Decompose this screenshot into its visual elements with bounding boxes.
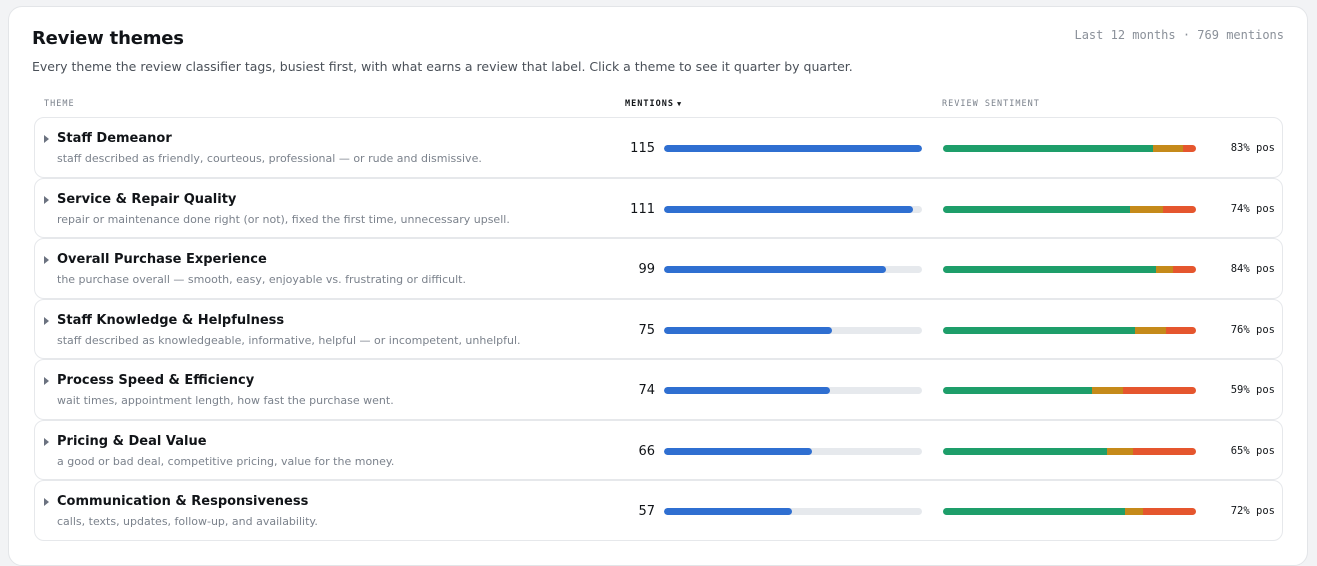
sort-desc-icon: ▼ xyxy=(676,100,683,108)
sentiment-bar xyxy=(943,205,1196,213)
column-header-sentiment: REVIEW SENTIMENT xyxy=(942,99,1040,109)
mentions-bar xyxy=(664,326,922,334)
mentions-bar-fill xyxy=(664,508,792,515)
theme-list: Staff Demeanor staff described as friend… xyxy=(34,117,1283,541)
sentiment-negative-segment xyxy=(1142,508,1196,515)
theme-description: a good or bad deal, competitive pricing,… xyxy=(57,454,395,468)
mention-count: 74 xyxy=(638,383,655,398)
theme-row[interactable]: Overall Purchase Experience the purchase… xyxy=(34,238,1283,299)
expand-caret-icon[interactable] xyxy=(44,498,49,506)
sentiment-neutral-segment xyxy=(1092,387,1123,394)
expand-caret-icon[interactable] xyxy=(44,316,49,325)
theme-description: staff described as knowledgeable, inform… xyxy=(57,333,521,347)
theme-description: repair or maintenance done right (or not… xyxy=(57,212,510,226)
sentiment-negative-segment xyxy=(1122,387,1196,394)
sentiment-bar xyxy=(943,447,1196,455)
column-header-theme: THEME xyxy=(44,99,75,109)
positive-percent: 83% pos xyxy=(1230,142,1275,154)
mentions-bar xyxy=(664,447,922,455)
mention-count: 115 xyxy=(630,141,655,156)
mentions-bar xyxy=(664,205,922,213)
theme-name: Pricing & Deal Value xyxy=(57,433,207,449)
sentiment-negative-segment xyxy=(1132,447,1196,455)
mentions-bar-fill xyxy=(664,326,833,334)
mentions-bar-fill xyxy=(664,145,922,152)
sentiment-negative-segment xyxy=(1163,205,1196,213)
sentiment-bar xyxy=(943,387,1196,394)
mention-count: 75 xyxy=(638,322,655,338)
sentiment-neutral-segment xyxy=(1130,205,1164,213)
theme-row[interactable]: Process Speed & Efficiency wait times, a… xyxy=(34,359,1283,420)
mentions-bar-fill xyxy=(664,447,813,455)
mention-count: 66 xyxy=(638,443,655,459)
sentiment-bar xyxy=(943,326,1196,334)
sentiment-neutral-segment xyxy=(1107,447,1133,455)
positive-percent: 59% pos xyxy=(1230,384,1275,396)
mention-count: 111 xyxy=(630,201,655,217)
positive-percent: 76% pos xyxy=(1230,323,1275,336)
sentiment-bar xyxy=(943,508,1196,515)
positive-percent: 84% pos xyxy=(1230,263,1275,275)
theme-row[interactable]: Staff Demeanor staff described as friend… xyxy=(34,117,1283,178)
expand-caret-icon[interactable] xyxy=(44,437,49,446)
column-header-mentions[interactable]: MENTIONS ▼ xyxy=(625,99,682,113)
mention-count: 57 xyxy=(638,504,655,519)
theme-name: Communication & Responsiveness xyxy=(57,494,309,509)
theme-row[interactable]: Staff Knowledge & Helpfulness staff desc… xyxy=(34,298,1283,359)
expand-caret-icon[interactable] xyxy=(44,195,49,204)
mentions-bar-fill xyxy=(664,205,913,213)
theme-name: Process Speed & Efficiency xyxy=(57,373,255,388)
sentiment-positive-segment xyxy=(943,508,1126,515)
mentions-bar-fill xyxy=(664,266,887,273)
column-header-mentions-label: MENTIONS xyxy=(625,99,674,109)
mentions-bar xyxy=(664,145,922,152)
theme-name: Service & Repair Quality xyxy=(57,191,237,207)
positive-percent: 65% pos xyxy=(1230,444,1275,457)
sentiment-neutral-segment xyxy=(1135,326,1166,334)
theme-description: calls, texts, updates, follow-up, and av… xyxy=(57,515,318,528)
sentiment-positive-segment xyxy=(943,266,1156,273)
sentiment-neutral-segment xyxy=(1125,508,1143,515)
sentiment-positive-segment xyxy=(943,205,1131,213)
card-subtitle: Every theme the review classifier tags, … xyxy=(32,59,853,74)
theme-name: Staff Demeanor xyxy=(57,131,172,146)
theme-row[interactable]: Pricing & Deal Value a good or bad deal,… xyxy=(34,419,1283,480)
expand-caret-icon[interactable] xyxy=(44,377,49,385)
sentiment-bar xyxy=(943,145,1196,152)
mentions-bar-fill xyxy=(664,387,830,394)
positive-percent: 74% pos xyxy=(1230,202,1275,215)
sentiment-positive-segment xyxy=(943,145,1153,152)
sentiment-positive-segment xyxy=(943,447,1108,455)
theme-description: wait times, appointment length, how fast… xyxy=(57,394,394,407)
theme-description: the purchase overall — smooth, easy, enj… xyxy=(57,273,466,286)
period-summary: Last 12 months · 769 mentions xyxy=(1074,28,1284,42)
sentiment-bar xyxy=(943,266,1196,273)
sentiment-negative-segment xyxy=(1183,145,1196,152)
theme-row[interactable]: Service & Repair Quality repair or maint… xyxy=(34,177,1283,238)
sentiment-positive-segment xyxy=(943,387,1093,394)
mentions-bar xyxy=(664,266,922,273)
mentions-bar xyxy=(664,387,922,394)
positive-percent: 72% pos xyxy=(1230,505,1275,517)
mention-count: 99 xyxy=(638,262,655,277)
theme-name: Overall Purchase Experience xyxy=(57,252,267,267)
card-title: Review themes xyxy=(32,28,184,49)
theme-description: staff described as friendly, courteous, … xyxy=(57,152,482,165)
theme-row[interactable]: Communication & Responsiveness calls, te… xyxy=(34,480,1283,541)
theme-name: Staff Knowledge & Helpfulness xyxy=(57,312,285,328)
expand-caret-icon[interactable] xyxy=(44,256,49,264)
sentiment-neutral-segment xyxy=(1152,145,1184,152)
expand-caret-icon[interactable] xyxy=(44,135,49,143)
mentions-bar xyxy=(664,508,922,515)
review-themes-card: Review themes Last 12 months · 769 menti… xyxy=(8,6,1308,566)
sentiment-positive-segment xyxy=(943,326,1136,334)
sentiment-neutral-segment xyxy=(1155,266,1174,273)
sentiment-negative-segment xyxy=(1165,326,1196,334)
sentiment-negative-segment xyxy=(1173,266,1196,273)
